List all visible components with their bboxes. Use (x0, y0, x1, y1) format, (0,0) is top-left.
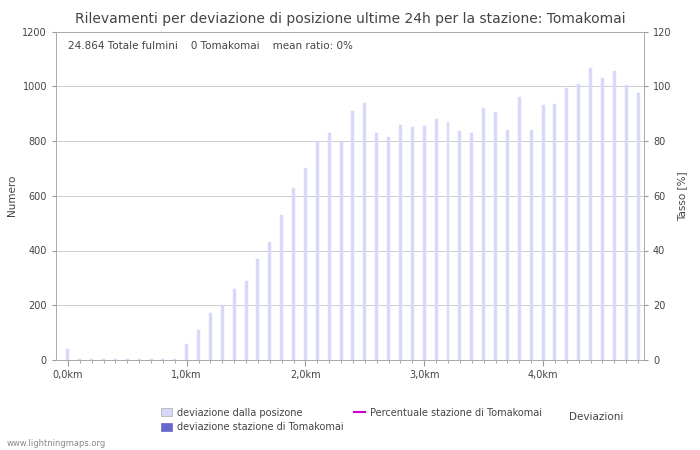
Legend: deviazione dalla posizone, deviazione stazione di Tomakomai, Percentuale stazion: deviazione dalla posizone, deviazione st… (161, 408, 542, 432)
Bar (375, 133, 378, 360)
Bar (316, 141, 318, 360)
Bar (578, 84, 580, 360)
Y-axis label: Numero: Numero (7, 175, 17, 216)
Bar (220, 305, 224, 360)
Bar (78, 359, 81, 360)
Bar (114, 359, 117, 360)
Bar (126, 359, 129, 360)
Bar (363, 103, 366, 360)
Bar (447, 122, 449, 360)
Bar (209, 314, 212, 360)
Bar (186, 344, 188, 360)
Bar (530, 130, 533, 360)
Text: www.lightningmaps.org: www.lightningmaps.org (7, 439, 106, 448)
Text: 24.864 Totale fulmini    0 Tomakomai    mean ratio: 0%: 24.864 Totale fulmini 0 Tomakomai mean r… (68, 41, 353, 51)
Bar (387, 137, 390, 360)
Text: Deviazioni: Deviazioni (568, 412, 623, 422)
Bar (174, 359, 176, 360)
Bar (411, 127, 414, 360)
Bar (90, 359, 93, 360)
Bar (268, 242, 272, 360)
Bar (399, 125, 402, 360)
Bar (150, 359, 153, 360)
Title: Rilevamenti per deviazione di posizione ultime 24h per la stazione: Tomakomai: Rilevamenti per deviazione di posizione … (75, 12, 625, 26)
Bar (566, 88, 568, 360)
Bar (435, 119, 438, 360)
Bar (458, 131, 461, 360)
Bar (624, 85, 628, 360)
Bar (589, 68, 592, 360)
Y-axis label: Tasso [%]: Tasso [%] (677, 171, 687, 220)
Bar (636, 93, 640, 360)
Bar (482, 108, 485, 360)
Bar (470, 133, 473, 360)
Bar (256, 259, 260, 360)
Bar (66, 349, 69, 360)
Bar (102, 359, 105, 360)
Bar (542, 105, 545, 360)
Bar (518, 97, 521, 360)
Bar (351, 111, 354, 360)
Bar (494, 112, 497, 360)
Bar (162, 359, 164, 360)
Bar (423, 126, 426, 360)
Bar (340, 142, 342, 360)
Bar (328, 133, 330, 360)
Bar (304, 168, 307, 360)
Bar (138, 359, 141, 360)
Bar (612, 71, 616, 360)
Bar (292, 188, 295, 360)
Bar (554, 104, 556, 360)
Bar (244, 281, 248, 360)
Bar (601, 78, 604, 360)
Bar (197, 330, 200, 360)
Bar (232, 289, 236, 360)
Bar (506, 130, 509, 360)
Bar (280, 215, 284, 360)
